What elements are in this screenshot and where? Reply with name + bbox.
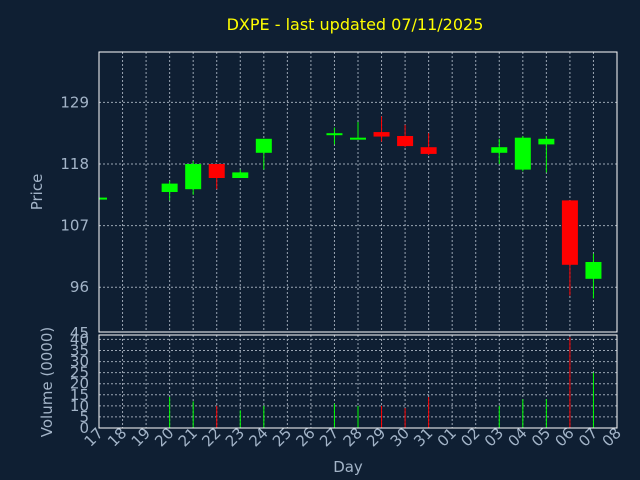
candle-30: [397, 124, 414, 148]
candle-body: [561, 200, 578, 265]
candle-29: [373, 116, 390, 142]
candle-body: [232, 172, 249, 178]
candle-03: [491, 138, 508, 164]
price-axis-label: Price: [28, 174, 46, 211]
price-tick-label: 118: [60, 155, 89, 173]
candle-body: [420, 147, 437, 154]
candle-body: [161, 183, 178, 192]
price-panel-frame: [98, 51, 618, 333]
candle-07: [585, 253, 602, 299]
candle-21: [185, 161, 202, 195]
price-tick-label: 129: [60, 93, 89, 111]
price-tick-label: 96: [70, 278, 89, 296]
price-tick-label: 45: [70, 324, 89, 342]
volume-tick-label: 25: [70, 364, 89, 382]
candle-23: [232, 169, 249, 178]
candle-31: [420, 133, 437, 156]
candle-05: [538, 136, 555, 173]
candle-body: [397, 136, 414, 147]
volume-tick-label: 10: [70, 397, 89, 415]
candle-06: [561, 200, 578, 296]
candle-body: [99, 197, 107, 200]
candle-04: [514, 136, 531, 172]
candle-body: [491, 147, 508, 153]
volume-tick-label: 30: [70, 353, 89, 371]
candle-27: [326, 127, 343, 145]
candle-body: [373, 132, 390, 137]
volume-bars: [169, 337, 594, 428]
candle-body: [326, 133, 343, 136]
candle-body: [255, 138, 272, 153]
volume-tick-label: 5: [79, 408, 89, 426]
candle-body: [585, 262, 602, 279]
price-tick-label: 107: [60, 217, 89, 235]
candle-22: [208, 164, 225, 190]
volume-panel-frame: [98, 334, 618, 429]
candle-body: [350, 137, 366, 140]
chart-title: DXPE - last updated 07/11/2025: [227, 15, 484, 34]
volume-tick-label: 0: [79, 419, 89, 437]
candle-28: [350, 122, 366, 140]
price-tick-labels: 45 96 107 118 129: [60, 93, 89, 342]
candle-24: [255, 138, 272, 170]
candles: [99, 116, 602, 299]
volume-tick-label: 15: [70, 386, 89, 404]
day-axis-label: Day: [333, 458, 363, 476]
volume-tick-label: 40: [70, 330, 89, 348]
candle-20: [161, 180, 178, 201]
volume-tick-label: 35: [70, 342, 89, 360]
candle-body: [538, 138, 555, 145]
candle-body: [514, 137, 531, 170]
candle-body: [208, 164, 225, 178]
volume-tick-label: 20: [70, 375, 89, 393]
candle-17: [99, 197, 107, 200]
volume-axis-label: Volume (0000): [38, 327, 56, 437]
candle-body: [185, 164, 202, 190]
